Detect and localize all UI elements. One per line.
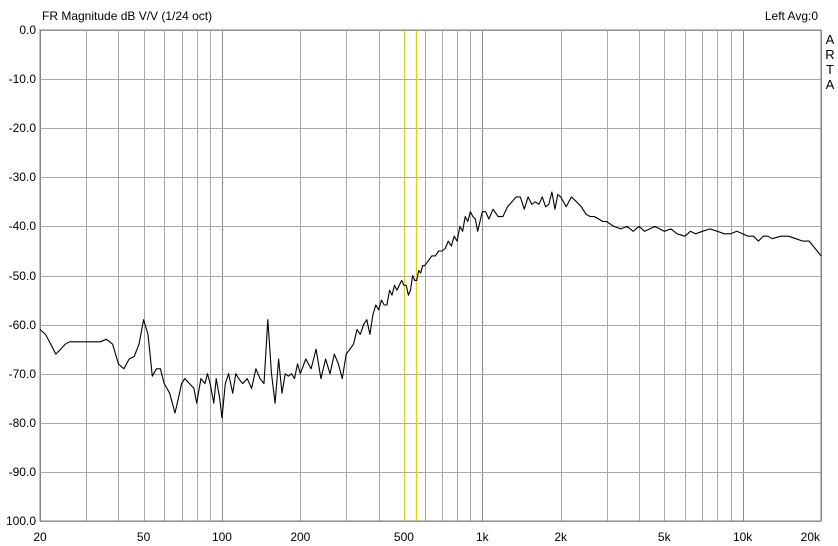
y-tick-label: -60.0 [9, 318, 37, 332]
y-tick-label: -50.0 [9, 269, 37, 283]
brand-letter-a2: A [826, 77, 835, 92]
brand-letter-a1: A [826, 32, 835, 47]
y-tick-label: -90.0 [9, 465, 37, 479]
plot-frame [39, 29, 822, 522]
y-tick-label: 0.0 [19, 23, 36, 37]
trace-layer [39, 191, 822, 419]
x-tick-label: 200 [290, 530, 310, 544]
x-tick-label: 50 [137, 530, 151, 544]
x-tick-label: 2k [554, 530, 568, 544]
y-tick-label: -30.0 [9, 170, 37, 184]
y-tick-label: -20.0 [9, 121, 37, 135]
response-trace-0 [39, 191, 822, 419]
channel-average-status: Left Avg:0 [765, 9, 818, 23]
x-tick-label: 20 [33, 530, 47, 544]
x-tick-label: 1k [476, 530, 490, 544]
y-tick-label: -40.0 [9, 219, 37, 233]
x-tick-label: 500 [394, 530, 414, 544]
y-tick-label: -10.0 [9, 72, 37, 86]
y-axis-tick-labels: 0.0 -10.0 -20.0 -30.0 -40.0 -50.0 -60.0 -70.0 -8… [6, 23, 36, 528]
x-tick-label: 5k [658, 530, 672, 544]
brand-letter-t: T [826, 62, 834, 77]
x-tick-label: 20k [801, 530, 821, 544]
x-axis-tick-labels: 20 50 100 200 500 1k 2k 5k 10k 20k [33, 530, 821, 544]
x-tick-label: 100 [212, 530, 232, 544]
frequency-cursors[interactable] [404, 30, 418, 521]
chart-title: FR Magnitude dB V/V (1/24 oct) [42, 9, 212, 23]
y-tick-label: -80.0 [9, 416, 37, 430]
y-tick-label: -70.0 [9, 367, 37, 381]
brand-letter-r: R [825, 47, 834, 62]
y-tick-label: 100.0 [6, 514, 36, 528]
x-tick-label: 10k [733, 530, 753, 544]
